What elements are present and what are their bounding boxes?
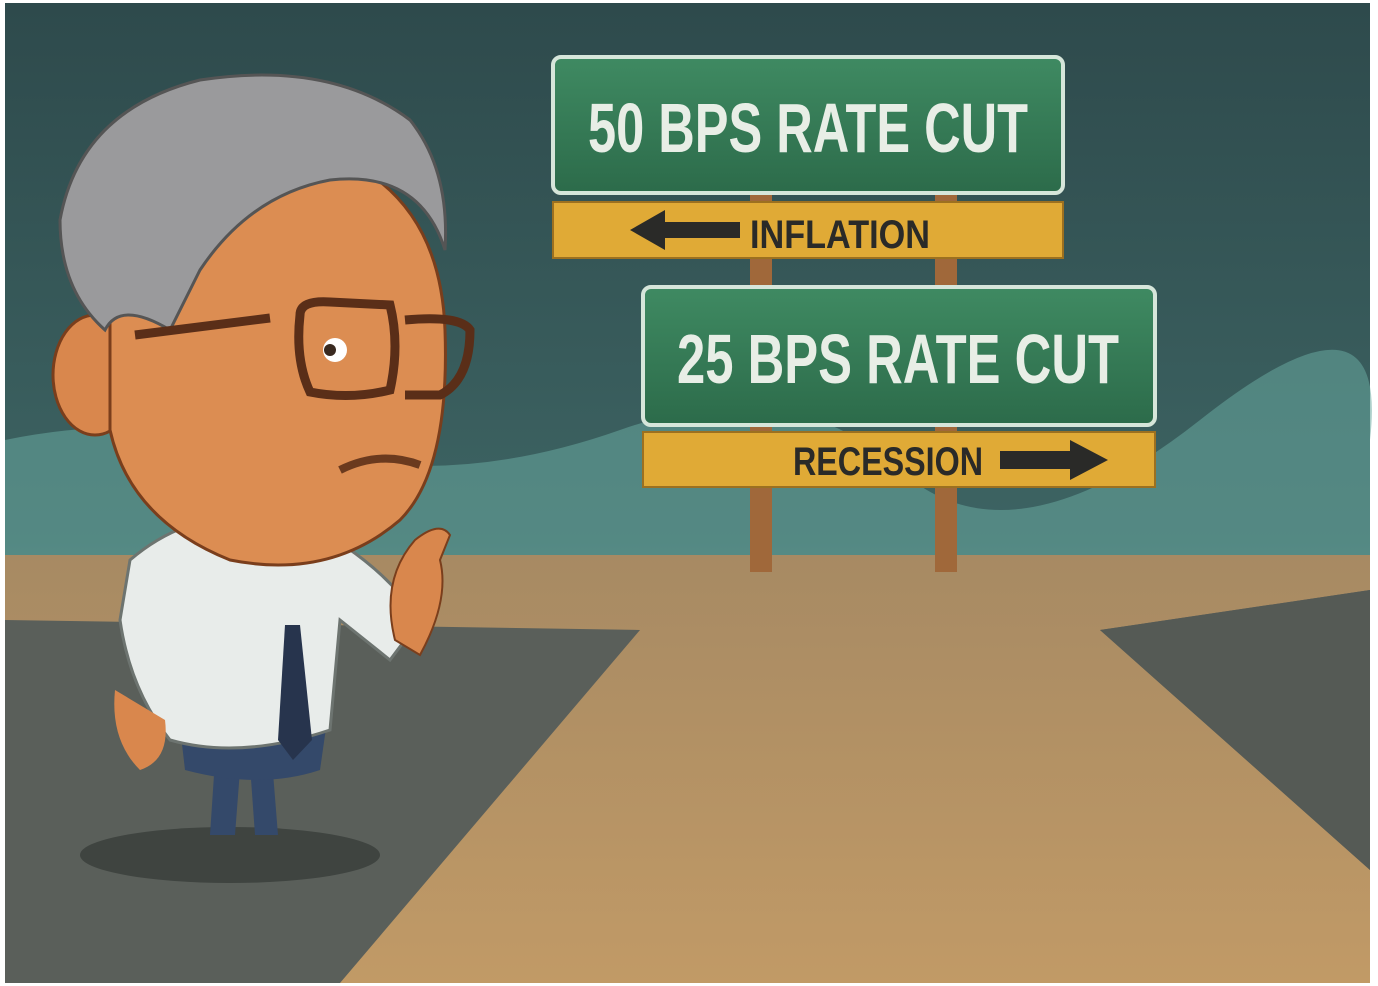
illustration: 50 BPS RATE CUT INFLATION 25 BPS RATE CU… [0,0,1378,986]
direction-label: INFLATION [750,213,930,257]
pupil [324,344,336,356]
page: 50 BPS RATE CUT INFLATION 25 BPS RATE CU… [0,0,1378,986]
sign-label: 25 BPS RATE CUT [677,320,1119,398]
sign-label: 50 BPS RATE CUT [588,89,1028,167]
direction-label: RECESSION [793,440,983,484]
shadow [80,827,380,883]
